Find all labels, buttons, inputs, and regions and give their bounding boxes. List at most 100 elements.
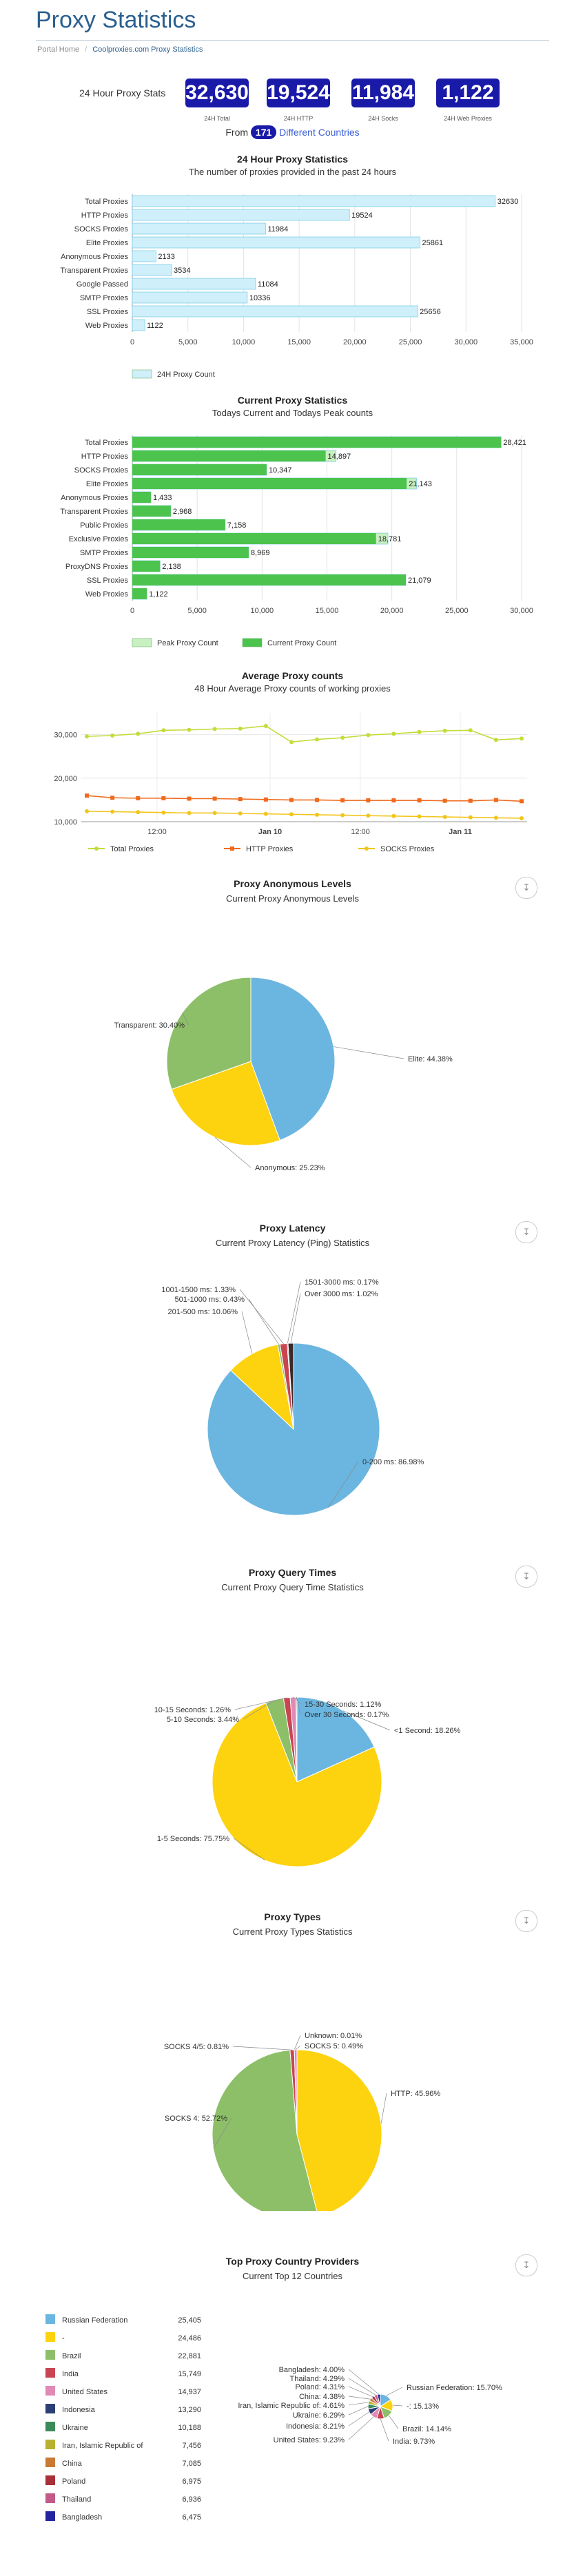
slice-label: Iran, Islamic Republic of: 4.61% [238, 2402, 345, 2410]
slice-label: 1501-3000 ms: 0.17% [305, 1278, 379, 1287]
chart4-subtitle: Current Proxy Anonymous Levels [226, 893, 359, 904]
y-tick-label: 20,000 [54, 775, 77, 783]
x-tick-label: 0 [130, 338, 134, 346]
x-tick-label: 15,000 [287, 338, 311, 346]
bar [132, 478, 407, 489]
legend-swatch [45, 2350, 55, 2360]
legend-country: Indonesia [62, 2406, 96, 2414]
category-label: ProxyDNS Proxies [65, 563, 129, 571]
legend-label: SOCKS Proxies [380, 845, 435, 853]
x-tick-label: 20,000 [380, 607, 404, 615]
x-tick-label: 35,000 [510, 338, 533, 346]
pie-slice [171, 1061, 280, 1146]
data-point [391, 731, 396, 736]
legend-country: India [62, 2370, 79, 2378]
data-label: 1,122 [149, 590, 168, 599]
legend-swatch [45, 2368, 55, 2378]
legend-country: Iran, Islamic Republic of [62, 2442, 143, 2450]
category-label: Elite Proxies [86, 480, 129, 488]
legend-swatch [132, 638, 152, 647]
data-point [161, 810, 166, 815]
legend-count: 7,456 [182, 2442, 201, 2450]
bar [132, 264, 172, 276]
series-line [86, 725, 522, 743]
breadcrumb-home-link[interactable]: Portal Home [37, 45, 80, 54]
data-label: 2133 [158, 253, 174, 261]
category-label: SOCKS Proxies [74, 225, 129, 233]
bar [132, 492, 151, 503]
data-label: 25656 [420, 308, 441, 316]
data-label: 1122 [147, 322, 163, 330]
legend-swatch [45, 2511, 55, 2521]
y-tick-label: 10,000 [54, 818, 77, 827]
slice-label: HTTP: 45.96% [391, 2090, 440, 2098]
breadcrumb-current-link[interactable]: Coolproxies.com Proxy Statistics [92, 45, 203, 54]
chart1-subtitle: The number of proxies provided in the pa… [188, 167, 397, 177]
legend-swatch [45, 2458, 55, 2467]
data-label: 11984 [267, 225, 288, 233]
x-tick-label: 10,000 [251, 607, 274, 615]
chart4-menu-button[interactable]: ↧ [515, 877, 537, 899]
data-label: 8,969 [251, 549, 270, 557]
leader-line [182, 1012, 189, 1026]
chart7-subtitle: Current Proxy Types Statistics [232, 1926, 353, 1937]
slice-label: United States: 9.23% [274, 2436, 345, 2444]
x-tick-label: 0 [130, 607, 134, 615]
series-line [86, 795, 522, 802]
data-point [340, 798, 345, 803]
chart6-pie-chart: <1 Second: 18.26% 1-5 Seconds: 75.75% 5-10… [154, 1696, 461, 1867]
slice-label: Thailand: 4.29% [290, 2375, 345, 2383]
leader-line [214, 1137, 252, 1168]
category-label: Total Proxies [85, 198, 128, 206]
chart1-bar-chart: 0 5,000 10,000 15,000 20,000 25,000 30,000 35,0… [60, 194, 533, 379]
data-label: 11084 [258, 280, 278, 289]
data-point [263, 797, 268, 802]
category-label: SMTP Proxies [80, 549, 129, 557]
leader-line [294, 2035, 301, 2050]
data-label: 25861 [422, 239, 443, 247]
data-point [263, 811, 268, 816]
chart6-menu-button[interactable]: ↧ [515, 1566, 537, 1588]
slice-label: Unknown: 0.01% [305, 2032, 362, 2040]
data-point [187, 796, 192, 801]
stats-label: 24 Hour Proxy Stats [79, 87, 166, 98]
x-tick-label: Jan 11 [449, 828, 472, 836]
leader-line [243, 1700, 275, 1720]
slice-label: -: 15.13% [407, 2402, 439, 2411]
slice-label: Poland: 4.31% [295, 2383, 345, 2391]
legend-swatch [45, 2404, 55, 2413]
chart5-menu-button[interactable]: ↧ [515, 1221, 537, 1243]
legend-country: Poland [62, 2478, 85, 2486]
leader-line [380, 2418, 389, 2442]
data-point [161, 728, 166, 733]
data-point [136, 810, 141, 815]
leader-line [342, 1710, 391, 1731]
series-line [86, 811, 522, 819]
breadcrumb-separator: / [85, 45, 88, 54]
legend-swatch [45, 2386, 55, 2396]
bar [132, 291, 248, 304]
slice-label: 10-15 Seconds: 1.26% [154, 1706, 232, 1714]
legend-marker [94, 846, 99, 851]
chart4-title: Proxy Anonymous Levels [234, 878, 351, 889]
chart8-subtitle: Current Top 12 Countries [242, 2271, 342, 2281]
chart7-menu-button[interactable]: ↧ [515, 1910, 537, 1932]
slice-label: Brazil: 14.14% [402, 2425, 451, 2433]
leader-line [386, 2387, 403, 2396]
data-point [187, 811, 192, 816]
data-label: 10,347 [269, 466, 292, 475]
category-label: Transparent Proxies [60, 267, 128, 275]
from-prefix: From [225, 127, 249, 138]
legend-swatch [45, 2422, 55, 2431]
data-point [340, 813, 345, 818]
legend-count: 22,881 [178, 2352, 201, 2360]
legend-country: Bangladesh [62, 2513, 102, 2522]
legend-count: 13,290 [178, 2406, 201, 2414]
data-point [212, 727, 217, 731]
slice-label: 0-200 ms: 86.98% [362, 1458, 424, 1466]
y-tick-label: 30,000 [54, 731, 77, 740]
chart8-menu-button[interactable]: ↧ [515, 2254, 537, 2276]
legend-country: Thailand [62, 2495, 91, 2504]
legend-swatch [132, 369, 152, 379]
data-point [161, 796, 166, 800]
